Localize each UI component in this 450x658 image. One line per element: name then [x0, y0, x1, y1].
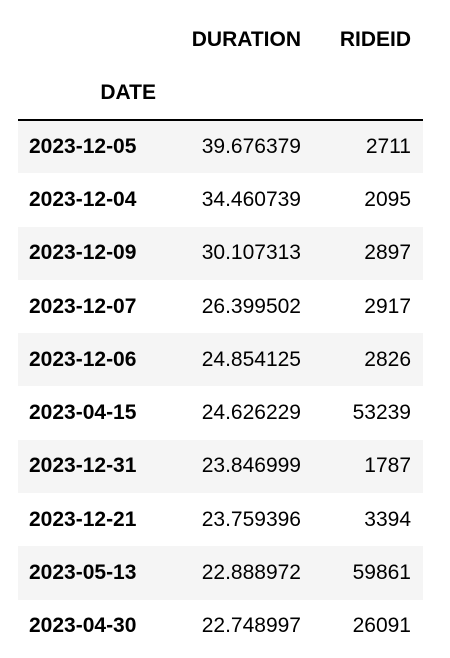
cell-duration: 30.107313	[201, 241, 301, 265]
dataframe-table: DURATION RIDEID DATE 2023-12-05 39.67637…	[18, 14, 423, 653]
cell-duration: 22.748997	[201, 614, 301, 638]
row-date: 2023-12-31	[29, 454, 137, 478]
cell-rideid: 2897	[364, 241, 411, 265]
dataframe-output: DURATION RIDEID DATE 2023-12-05 39.67637…	[18, 14, 423, 653]
cell-duration: 39.676379	[201, 135, 301, 159]
cell-rideid: 3394	[364, 507, 411, 531]
cell-rideid: 53239	[352, 401, 411, 425]
cell-duration: 23.846999	[201, 454, 301, 478]
table-row: 2023-12-21 23.759396 3394	[18, 493, 423, 546]
column-header-duration: DURATION	[191, 28, 301, 51]
row-date: 2023-12-05	[29, 135, 137, 159]
cell-rideid: 1787	[364, 454, 411, 478]
table-row: 2023-12-09 30.107313 2897	[18, 226, 423, 280]
cell-rideid: 59861	[352, 561, 411, 585]
column-header-rideid: RIDEID	[339, 28, 411, 51]
column-header-row: DURATION RIDEID	[18, 14, 423, 66]
row-date: 2023-12-04	[29, 187, 137, 211]
index-name-blank-1	[168, 66, 313, 121]
index-name-row: DATE	[18, 66, 423, 121]
table-row: 2023-04-15 24.626229 53239	[18, 386, 423, 439]
table-row: 2023-12-06 24.854125 2826	[18, 333, 423, 387]
row-date: 2023-04-15	[29, 401, 137, 425]
cell-rideid: 26091	[352, 614, 411, 638]
cell-duration: 24.626229	[201, 401, 301, 425]
cell-duration: 23.759396	[201, 507, 301, 531]
table-row: 2023-12-04 34.460739 2095	[18, 173, 423, 226]
table-row: 2023-12-05 39.676379 2711	[18, 120, 423, 174]
table-body: 2023-12-05 39.676379 2711 2023-12-04 34.…	[18, 120, 423, 653]
table-row: 2023-04-30 22.748997 26091	[18, 600, 423, 653]
row-date: 2023-12-09	[29, 241, 137, 265]
cell-duration: 34.460739	[201, 187, 301, 211]
index-name-date: DATE	[18, 66, 168, 121]
cell-rideid: 2095	[364, 187, 411, 211]
cell-rideid: 2917	[364, 294, 411, 318]
cell-rideid: 2826	[364, 347, 411, 371]
cell-duration: 24.854125	[201, 347, 301, 371]
table-row: 2023-05-13 22.888972 59861	[18, 546, 423, 600]
index-name-blank-2	[313, 66, 423, 121]
cell-rideid: 2711	[365, 135, 411, 159]
row-date: 2023-12-21	[29, 507, 137, 531]
row-date: 2023-05-13	[29, 561, 137, 585]
cell-duration: 26.399502	[201, 294, 301, 318]
row-date: 2023-12-07	[29, 294, 137, 318]
table-header: DURATION RIDEID DATE	[18, 14, 423, 121]
table-row: 2023-12-07 26.399502 2917	[18, 280, 423, 333]
table-row: 2023-12-31 23.846999 1787	[18, 439, 423, 494]
row-date: 2023-12-06	[29, 347, 137, 371]
index-header-blank	[18, 14, 168, 66]
row-date: 2023-04-30	[29, 614, 137, 638]
cell-duration: 22.888972	[201, 561, 301, 585]
